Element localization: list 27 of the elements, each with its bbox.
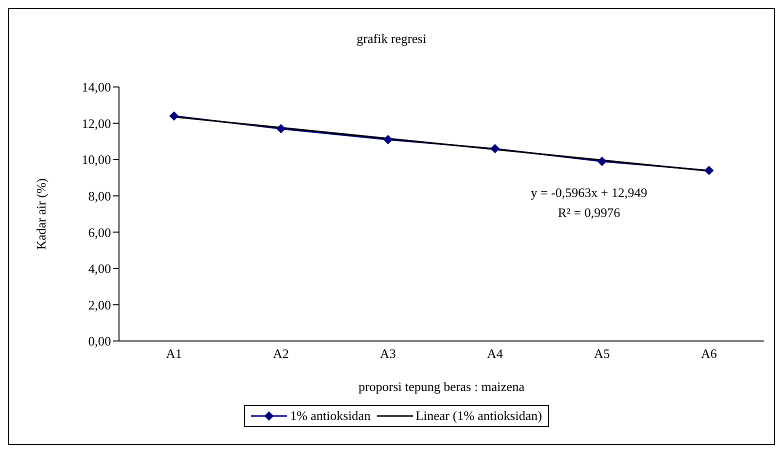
x-tick-label: A5 [594,346,610,362]
legend-label: 1% antioksidan [289,408,371,424]
y-tick-label: 8,00 [88,188,111,204]
y-tick-label: 2,00 [88,297,111,312]
y-axis-title: Kadar air (%) [34,178,49,250]
x-axis-title: proporsi tepung beras : maizena [358,379,525,394]
y-tick-label: 10,00 [82,152,111,168]
point [384,135,392,144]
point [490,144,500,154]
y-tick-label: 6,00 [88,224,111,240]
point [170,112,178,121]
x-tick-label: A6 [701,346,718,362]
y-tick-label: 14,00 [82,80,111,95]
legend-label: Linear (1% antioksidan) [414,408,542,424]
annotation: R² = 0,9976 [556,205,622,221]
x-tick-label: A2 [273,346,289,362]
point [598,156,606,166]
y-tick-label: 4,00 [88,261,111,276]
chart-title: grafik regresi [356,31,428,47]
x-tick-label: A4 [487,346,504,362]
point [276,124,286,134]
point [704,166,714,175]
annotation: y = -0,5963x + 12,949 [530,185,648,201]
x-tick-label: A1 [166,346,182,362]
y-tick-label: 0,00 [88,334,111,349]
y-tick-label: 12,00 [82,116,111,131]
x-tick-label: A3 [380,346,396,362]
